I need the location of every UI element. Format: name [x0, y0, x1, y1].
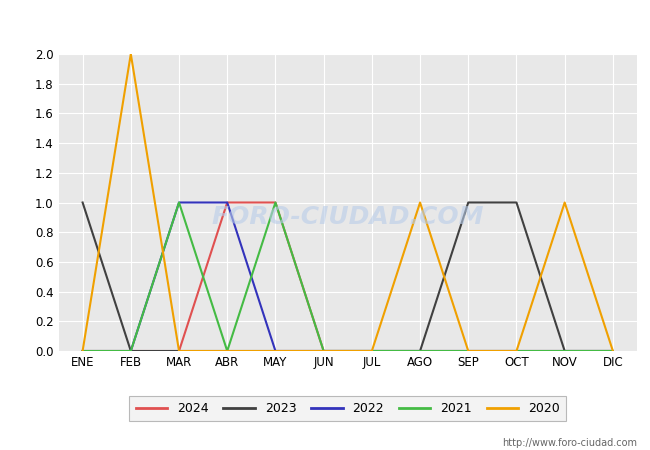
Text: http://www.foro-ciudad.com: http://www.foro-ciudad.com	[502, 438, 637, 448]
Legend: 2024, 2023, 2022, 2021, 2020: 2024, 2023, 2022, 2021, 2020	[129, 396, 566, 421]
Text: Matriculaciones de Vehículos en Fuentes de Jiloca: Matriculaciones de Vehículos en Fuentes …	[119, 13, 531, 32]
Text: FORO-CIUDAD.COM: FORO-CIUDAD.COM	[211, 205, 484, 230]
